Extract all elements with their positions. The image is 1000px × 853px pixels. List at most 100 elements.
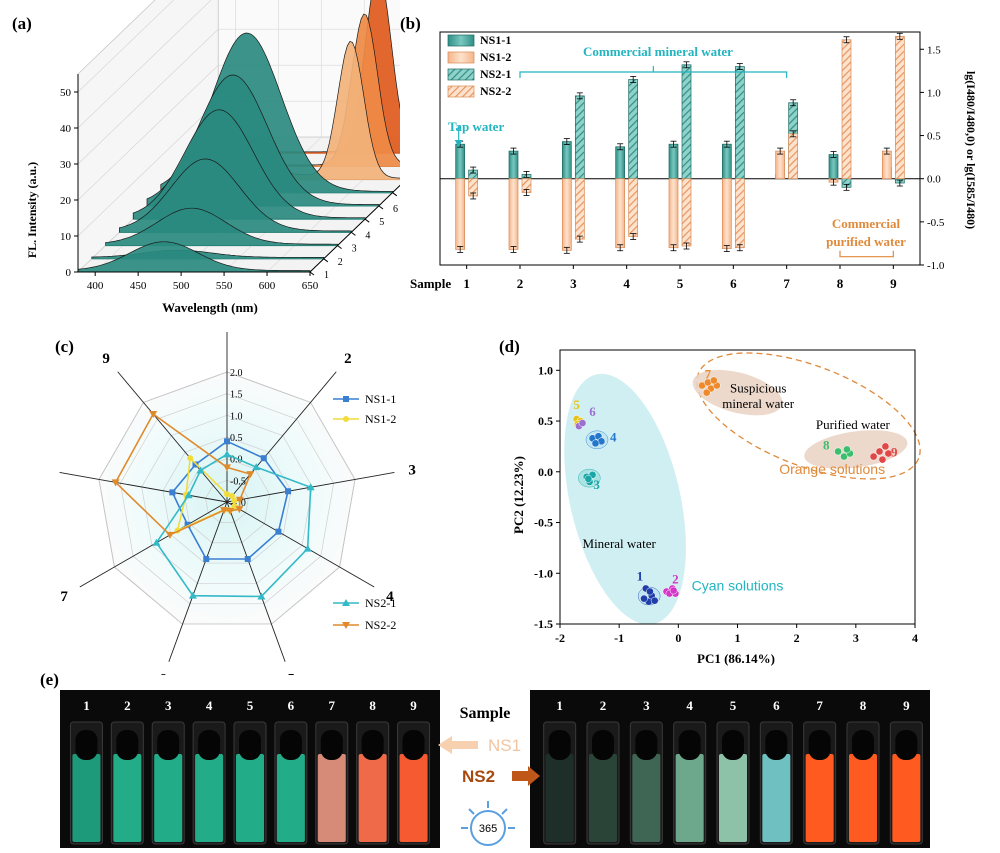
c-rtick-label: 1.0 — [230, 411, 243, 422]
right-vial-number: 2 — [600, 698, 607, 713]
c-point — [165, 531, 174, 539]
c-point — [111, 479, 120, 487]
d-group-label: 7 — [705, 366, 712, 381]
c-axis-label: 2 — [344, 351, 352, 367]
b-ytick-label: 0.5 — [927, 131, 941, 143]
c-spoke — [168, 501, 228, 662]
a-ztick-label: 2 — [338, 257, 343, 268]
b-bar-NS2-2 — [788, 133, 799, 180]
b-bar-NS2-1 — [628, 79, 639, 180]
b-bar-NS1-1 — [721, 143, 732, 180]
left-vial-number: 7 — [329, 698, 336, 713]
b-bar-NS2-2 — [841, 39, 852, 180]
c-rtick-label: -0.5 — [230, 476, 246, 487]
b-ytick-label: 1.0 — [927, 87, 941, 99]
b-xlabel: Sample — [410, 276, 451, 291]
d-point-8 — [843, 445, 851, 454]
pca-scatter: -2 -1 0 1 2 3 4 -1.5 -1.0 -0.5 0.0 0.5 1.0 1 2 3 4 5 6 7 8 9 S… — [511, 349, 921, 666]
d-point-1 — [650, 596, 659, 605]
b-bar-NS1-1 — [668, 143, 679, 180]
b-bar-NS1-1 — [508, 150, 519, 180]
a-xlabel: Wavelength (nm) — [162, 300, 258, 315]
left-vial-meniscus — [361, 730, 384, 760]
d-xtick-label: 4 — [912, 631, 918, 645]
c-spoke — [226, 501, 375, 588]
a-ztick — [351, 231, 356, 236]
panel-label-e: (e) — [40, 670, 59, 689]
b-bar-NS1-2 — [561, 178, 572, 251]
a-ztick — [364, 218, 370, 223]
c-point — [229, 493, 236, 500]
d-point-8 — [834, 447, 842, 456]
a-ztick-label: 3 — [352, 244, 357, 255]
a-gridline — [77, 64, 219, 201]
a-ztick-label: 6 — [393, 204, 398, 215]
d-group-label: 1 — [637, 568, 644, 583]
d-annot-orange: Orange solutions — [779, 461, 885, 477]
b-legend-swatch — [447, 68, 475, 81]
a-ytick-label: 10 — [60, 231, 72, 243]
a-gridline — [77, 0, 175, 93]
d-xtick-label: -2 — [555, 631, 565, 645]
d-ytick-label: 0.5 — [538, 414, 553, 428]
d-point-9 — [878, 455, 887, 464]
left-vial-liquid — [195, 754, 224, 842]
left-vial-number: 1 — [83, 698, 90, 713]
c-ring — [205, 479, 249, 523]
d-point-6 — [578, 419, 587, 427]
a-ztick-label: 1 — [324, 270, 329, 281]
b-bar-NS1-2 — [881, 150, 892, 180]
b-xtick-label: 1 — [463, 276, 470, 291]
ns1-label: NS1 — [488, 736, 521, 755]
right-vial-liquid — [545, 754, 574, 842]
b-annot-tap: Tap water — [448, 119, 504, 134]
c-point — [275, 528, 282, 535]
left-vial-meniscus — [320, 730, 343, 760]
c-point — [252, 463, 261, 471]
b-bar-NS2-2 — [574, 178, 585, 240]
c-axis-label: 4 — [386, 589, 394, 605]
b-bar-NS2-2 — [681, 178, 692, 247]
b-bar-NS1-1 — [828, 154, 839, 180]
b-tap-arrowhead — [454, 140, 463, 147]
right-vial-number: 9 — [903, 698, 910, 713]
c-legend-marker — [342, 599, 350, 606]
c-point — [187, 455, 194, 462]
a-ytick-label: 20 — [60, 195, 72, 207]
left-vial-meniscus — [75, 730, 98, 760]
d-xtick-label: 1 — [735, 631, 741, 645]
a-ytick-label: 40 — [60, 123, 72, 135]
a-xtick-label: 450 — [130, 280, 147, 292]
b-bar-NS2-1 — [681, 64, 692, 180]
c-axis-label: 7 — [60, 589, 68, 605]
left-vial-number: 9 — [410, 698, 417, 713]
c-point — [223, 464, 231, 472]
left-vial-number: 8 — [369, 698, 376, 713]
c-point — [223, 450, 231, 458]
left-vial-number: 4 — [206, 698, 213, 713]
b-legend-label: NS1-2 — [480, 50, 511, 64]
left-vial-number: 3 — [165, 698, 172, 713]
right-vial-number: 6 — [773, 698, 780, 713]
c-ring — [119, 393, 335, 605]
c-legend-label: NS1-1 — [365, 392, 396, 406]
b-xtick-label: 4 — [623, 276, 630, 291]
d-ytick-label: -0.5 — [534, 516, 553, 530]
left-vial-liquid — [358, 754, 387, 842]
b-mineral-bracket — [519, 66, 788, 78]
right-vial-liquid — [849, 754, 877, 842]
bar-chart: -1.0 -0.5 0.0 0.5 1.0 1.5 1 2 3 4 5 6 7 8 9 NS1-1 NS1-2… — [410, 31, 978, 291]
left-vial-meniscus — [279, 730, 302, 760]
d-group-label: 5 — [573, 397, 580, 412]
a-gridline — [77, 100, 219, 237]
left-vial-number: 5 — [247, 698, 254, 713]
left-vial-meniscus — [198, 730, 221, 760]
b-ytick-label: 1.5 — [927, 44, 941, 56]
c-axis-label: 5 — [288, 672, 296, 675]
right-vial-number: 4 — [686, 698, 693, 713]
d-group-label: 9 — [891, 445, 898, 460]
right-vial-number: 7 — [816, 698, 823, 713]
c-point — [188, 591, 197, 599]
a-ytick-label: 0 — [66, 267, 72, 279]
d-point-1 — [640, 594, 648, 603]
